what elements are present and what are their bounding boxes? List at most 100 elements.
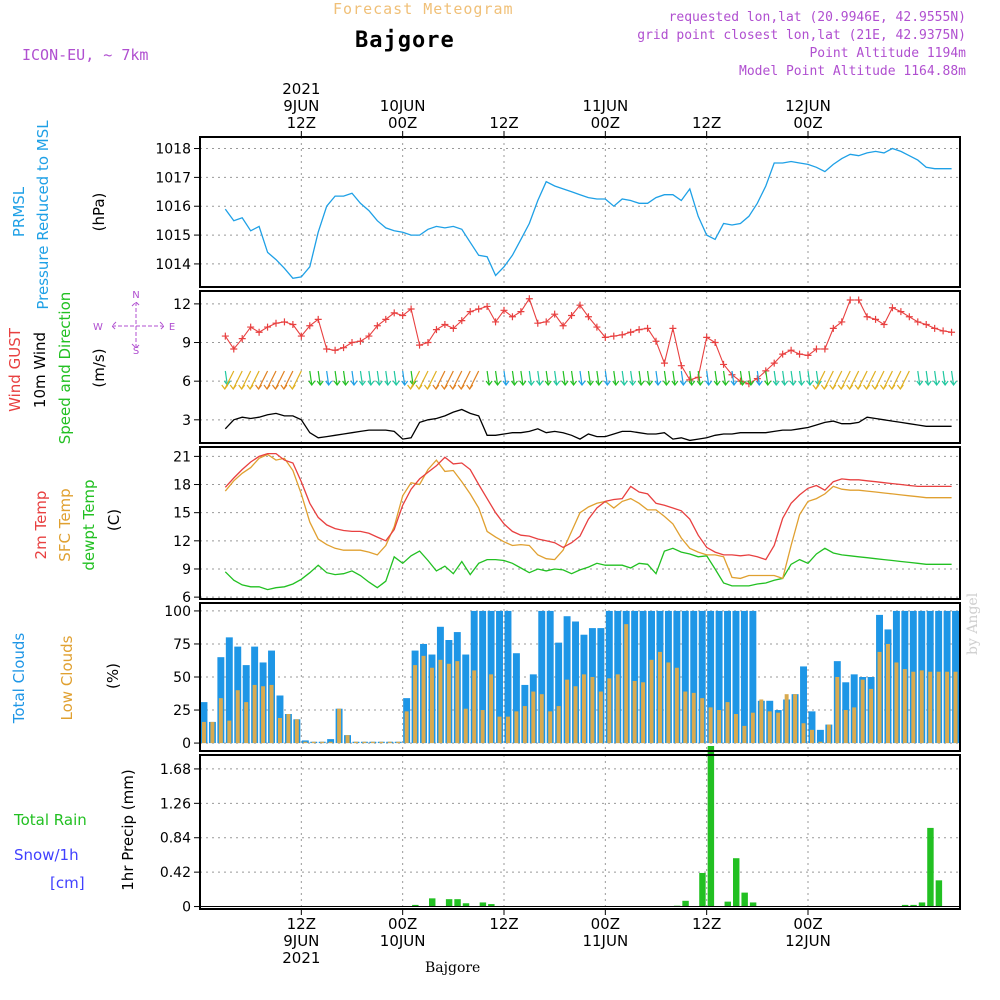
wind-direction-arrow [351,370,355,386]
low-cloud-bar [759,699,764,744]
ytick-label-pressure: 1015 [155,228,191,244]
gust-marker [475,305,483,313]
wind-arrow-head [863,384,871,390]
wind-direction-arrow [494,370,499,386]
wind-arrow-head [688,380,696,386]
gust-marker [568,311,576,319]
wind-arrow-head [671,380,679,386]
gust-marker [584,313,592,321]
gust-marker [787,346,795,354]
wind-direction-arrow [950,370,955,386]
total-cloud-bar [462,654,470,744]
gust-marker [703,333,711,341]
bottom-time-label: 12Z [489,915,518,933]
ytick-label-precip: 0.84 [160,831,191,847]
gust-marker [796,350,804,358]
total-cloud-bar [715,610,723,744]
bottom-time-label: 9JUN [283,932,319,950]
total-cloud-bar [816,729,824,744]
rain-bar [910,904,917,907]
low-cloud-bar [413,665,418,744]
wind-direction-arrow [790,370,794,386]
low-cloud-bar [843,710,848,744]
rain-bar [741,892,748,907]
low-cloud-bar [463,708,468,744]
wind-direction-arrow [934,370,938,386]
wind-direction-arrow [832,370,843,390]
wind-arrow-head [933,380,941,386]
wind-direction-arrow [798,370,803,386]
gust-marker [576,301,584,309]
top-time-label: 00Z [793,114,822,132]
low-cloud-bar [514,711,519,744]
gust-line [224,297,952,385]
wind-arrow-head [637,380,645,386]
low-cloud-bar [522,706,527,744]
pressure-title-1: PRMSL [10,186,28,237]
grid-layer [200,137,960,909]
rain-bar [412,904,419,907]
gust-marker [221,332,229,340]
wind-arrow-head [502,380,510,386]
wind-direction-arrow [503,370,507,386]
low-cloud-bar [438,659,443,744]
low-cloud-bar [582,674,586,744]
low-cloud-bar [683,691,688,744]
gust-marker [534,319,542,327]
wind-direction-arrow [562,370,566,386]
rain-label: Total Rain [13,811,87,829]
wind-label: 10m Wind [31,332,49,408]
low-cloud-bar [877,651,882,744]
wind-direction-arrow [385,370,389,386]
gust-marker [720,360,728,368]
wind-direction-arrow [224,370,228,386]
low-cloud-bar [539,694,544,744]
wind-direction-arrow [410,370,414,386]
total-cloud-bar [327,739,335,744]
wind-direction-arrow [621,370,625,386]
total-cloud-bar [631,610,639,744]
ytick-label-temp: 9 [182,562,191,578]
rain-bar [454,899,461,907]
low-cloud-bar [945,671,950,744]
low-cloud-bar [658,651,662,744]
gust-marker [804,351,812,359]
top-time-label: 2021 [282,80,320,98]
low-cloud-bar [387,741,392,744]
ytick-label-clouds: 25 [173,703,191,719]
wind-direction-arrow [823,370,834,390]
wind-direction-arrow [402,370,406,386]
top-time-label: 00Z [388,114,417,132]
wind-arrow-head [494,380,502,386]
wind-arrow-head [333,380,341,386]
wind-arrow-head [392,380,400,386]
low-cloud-bar [252,684,257,744]
wind-arrow-head [384,380,392,386]
wind-arrow-head [485,380,493,386]
wind-direction-arrow [697,370,701,386]
wind-direction-arrow [545,370,549,386]
ytick-label-wind: 12 [173,297,191,313]
wind-arrow-head [812,384,820,390]
gust-marker [280,318,288,326]
low-cloud-bar [894,662,899,744]
low-cloud-bar [497,716,502,744]
rain-bar [429,898,436,907]
wind-direction-arrow [309,370,313,386]
wind-arrow-head [466,384,474,390]
wind-arrow-head [271,384,279,390]
total-clouds-label: Total Clouds [10,633,28,725]
gust-marker [551,310,559,318]
panel-frame-pressure [199,136,961,288]
ytick-label-precip: 1.68 [160,762,191,778]
wind-direction-arrow [393,370,397,386]
rain-bar [488,904,495,907]
2m-temp-line [224,452,952,561]
top-time-label: 11JUN [582,97,628,115]
ytick-label-precip: 1.26 [160,796,191,812]
wind-arrow-head [519,380,527,386]
low-cloud-bar [742,725,747,744]
wind-direction-arrow [782,370,786,386]
wind-arrow-head [367,380,375,386]
ytick-label-wind: 6 [182,374,191,390]
